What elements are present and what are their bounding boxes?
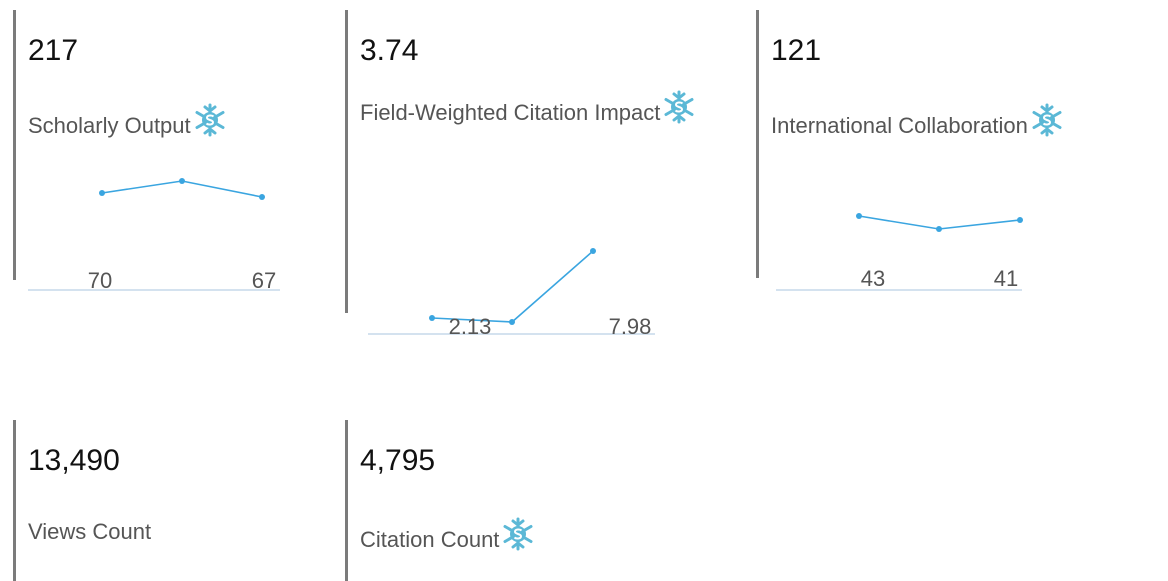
sparkline-point: [179, 178, 185, 184]
snowball-icon: [501, 517, 535, 551]
metric-value: 4,795: [360, 444, 436, 477]
metric-label: Citation Count: [360, 517, 660, 555]
sparkline-point: [509, 319, 515, 325]
sparkline-label: 7.98: [609, 314, 652, 339]
metric-label: International Collaboration: [771, 103, 1168, 141]
metric-label-text: International Collaboration: [771, 113, 1028, 138]
sparkline-point: [1017, 217, 1023, 223]
metric-label-text: Field-Weighted Citation Impact: [360, 100, 661, 125]
metric-label-text: Citation Count: [360, 527, 500, 552]
sparkline-label: 70: [88, 268, 112, 293]
metric-label-text: Views Count: [28, 519, 152, 544]
sparkline-point: [936, 226, 942, 232]
metric-value: 217: [28, 34, 79, 67]
sparkline-label: 43: [861, 266, 885, 291]
sparkline-point: [429, 314, 435, 321]
sparkline-point: [856, 213, 862, 219]
card-border: [13, 420, 16, 581]
sparkline-label: 41: [994, 266, 1018, 291]
sparkline-point: [259, 194, 265, 200]
card-border: [756, 10, 759, 278]
metric-label: Field-Weighted Citation Impact: [360, 90, 730, 128]
metric-value: 3.74: [360, 34, 419, 67]
sparkline-point: [99, 190, 105, 196]
card-border: [345, 420, 348, 581]
metric-label: Scholarly Output: [28, 103, 288, 141]
metric-label: Views Count: [28, 517, 328, 547]
sparkline-point: [590, 248, 596, 254]
metric-label-text: Scholarly Output: [28, 113, 191, 138]
metric-value: 13,490: [28, 444, 120, 477]
card-border: [13, 10, 16, 280]
snowball-icon: [1030, 103, 1064, 137]
snowball-icon: [662, 90, 696, 124]
card-border: [345, 10, 348, 313]
sparkline-label: 67: [252, 268, 276, 293]
sparkline-label: 2.13: [449, 314, 492, 339]
metric-value: 121: [771, 34, 822, 67]
snowball-icon: [193, 103, 227, 137]
